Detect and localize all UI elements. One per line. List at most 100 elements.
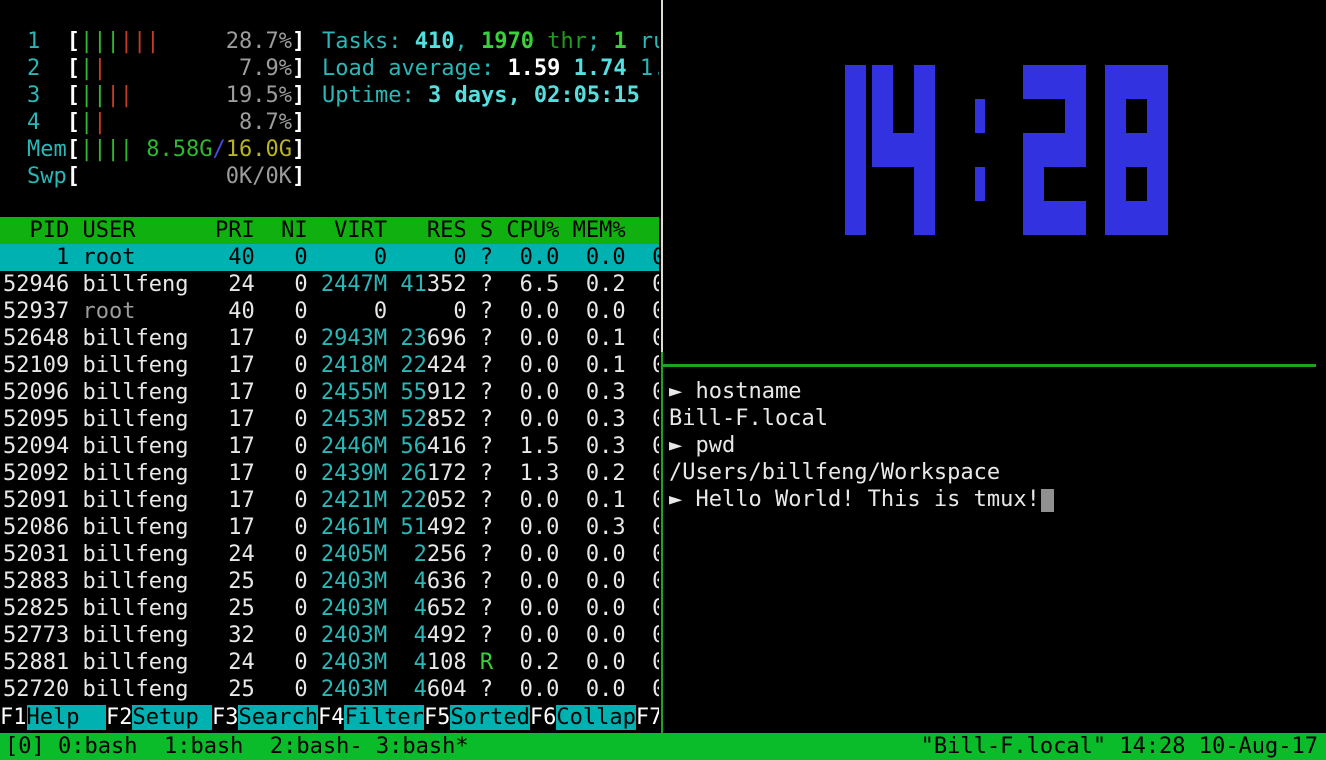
clock-segment [975, 99, 985, 133]
process-row-52096[interactable]: 52096 billfeng 17 0 2455M 55912 ? 0.0 0.… [3, 380, 659, 405]
cpu-meter-3: 3 [|||| 19.5%] [27, 83, 306, 108]
process-row-52773[interactable]: 52773 billfeng 32 0 2403M 4492 ? 0.0 0.0… [3, 623, 659, 648]
process-row-52648[interactable]: 52648 billfeng 17 0 2943M 23696 ? 0.0 0.… [3, 326, 659, 351]
virt-cell: 2403M [320, 569, 388, 594]
function-key-bar: F1Help F2Setup F3SearchF4FilterF5SortedF… [0, 704, 659, 731]
cpu-bar-green: | [80, 56, 94, 81]
clock-segment [1126, 65, 1147, 99]
pid-cell: 52092 [3, 461, 83, 486]
memory-meter: Mem[|||| 8.58G/16.0G] [27, 137, 306, 162]
fkey-f6-collap[interactable]: F6Collap [529, 705, 636, 730]
virt-cell: 2439M [320, 461, 388, 486]
clock-segment [893, 133, 914, 167]
clock-segment [975, 167, 985, 201]
clock-segment [1044, 133, 1065, 167]
process-row-52946[interactable]: 52946 billfeng 24 0 2447M 41352 ? 6.5 0.… [3, 272, 659, 297]
process-table: PID USER PRI NI VIRT RES S CPU% MEM% T 1… [0, 217, 659, 703]
res-cell-low: 912 [426, 380, 467, 405]
res-cell-high: 4 [413, 623, 427, 648]
running-count: 1 [613, 29, 627, 54]
clock-segment [1044, 201, 1065, 235]
process-table-header[interactable]: PID USER PRI NI VIRT RES S CPU% MEM% T [0, 217, 659, 244]
fkey-f4-filter[interactable]: F4Filter [317, 705, 424, 730]
terminal-line-3: /Users/billfeng/Workspace [669, 459, 1326, 486]
res-cell-high: 22 [400, 353, 427, 378]
state-cell: ? [479, 380, 494, 405]
state-cell: ? [479, 407, 494, 432]
res-cell-low: 492 [426, 623, 467, 648]
fkey-f2-setup[interactable]: F2Setup [105, 705, 212, 730]
clock-segment [872, 133, 893, 167]
process-row-52091[interactable]: 52091 billfeng 17 0 2421M 22052 ? 0.0 0.… [3, 488, 659, 513]
process-row-52095[interactable]: 52095 billfeng 17 0 2453M 52852 ? 0.0 0.… [3, 407, 659, 432]
command-text: Hello World! This is tmux! [682, 487, 1040, 512]
cpu-memory-meters: 1 [|||||| 28.7%] 2 [|| 7.9%] 3 [|||| 19.5%… [27, 28, 305, 190]
fkey-f5-sorted[interactable]: F5Sorted [423, 705, 530, 730]
process-row-52109[interactable]: 52109 billfeng 17 0 2418M 22424 ? 0.0 0.… [3, 353, 659, 378]
process-row-1[interactable]: 1 root 40 0 0 0 ? 0.0 0.0 0: [0, 244, 659, 271]
mem-bar-green: |||| [80, 137, 133, 162]
clock-segment [1147, 201, 1168, 235]
res-cell-high: 2 [413, 542, 427, 567]
tmux-window-list: [0] 0:bash 1:bash 2:bash- 3:bash* [5, 733, 469, 760]
terminal-pane[interactable]: ► hostname Bill-F.local ► pwd/Users/billfe… [665, 368, 1326, 733]
process-row-52094[interactable]: 52094 billfeng 17 0 2446M 56416 ? 1.5 0.… [3, 434, 659, 459]
tasks-load-uptime: Tasks: 410, 1970 thr; 1 ruLoad average: … [322, 28, 659, 109]
clock-segment [1044, 65, 1065, 99]
htop-pane[interactable]: 1 [|||||| 28.7%] 2 [|| 7.9%] 3 [|||| 19.5%… [0, 0, 659, 733]
process-row-52937[interactable]: 52937 root 40 0 0 0 ? 0.0 0.0 0: [3, 299, 659, 324]
process-row-52883[interactable]: 52883 billfeng 25 0 2403M 4636 ? 0.0 0.0… [3, 569, 659, 594]
clock-segment [1147, 167, 1168, 201]
cursor [1040, 489, 1054, 512]
prompt-icon: ► [669, 379, 683, 404]
user-cell: root [82, 245, 202, 270]
pid-cell: 52883 [3, 569, 83, 594]
tmux-window-0[interactable]: 0:bash [57, 734, 151, 759]
process-row-52825[interactable]: 52825 billfeng 25 0 2403M 4652 ? 0.0 0.0… [3, 596, 659, 621]
process-row-52031[interactable]: 52031 billfeng 24 0 2405M 2256 ? 0.0 0.0… [3, 542, 659, 567]
clock-segment [845, 167, 866, 201]
state-cell: ? [479, 299, 494, 324]
res-cell-high: 56 [400, 434, 427, 459]
tmux-window-1[interactable]: 1:bash [163, 734, 257, 759]
output-text: /Users/billfeng/Workspace [669, 460, 1001, 485]
tmux-window-2[interactable]: 2:bash- [269, 734, 363, 759]
clock-segment [1065, 133, 1086, 167]
state-cell: ? [479, 542, 494, 567]
tasks-line: Tasks: 410, 1970 thr; 1 ru [322, 29, 659, 54]
fkey-f1-help[interactable]: F1Help [0, 705, 106, 730]
user-cell: billfeng [82, 650, 202, 675]
process-row-52881[interactable]: 52881 billfeng 24 0 2403M 4108 R 0.2 0.0… [3, 650, 659, 675]
user-cell: billfeng [82, 461, 202, 486]
user-cell: billfeng [82, 380, 202, 405]
terminal-line-4: ► Hello World! This is tmux! [669, 486, 1326, 513]
cpu-bar-red: | [93, 56, 107, 81]
user-cell: billfeng [82, 623, 202, 648]
process-row-52086[interactable]: 52086 billfeng 17 0 2461M 51492 ? 0.0 0.… [3, 515, 659, 540]
fkey-f7-n[interactable]: F7N [635, 705, 659, 730]
uptime-line: Uptime: 3 days, 02:05:15 [322, 83, 640, 108]
process-row-52092[interactable]: 52092 billfeng 17 0 2439M 26172 ? 1.3 0.… [3, 461, 659, 486]
pid-cell: 52648 [3, 326, 83, 351]
res-cell-high: 26 [400, 461, 427, 486]
tmux-window-3[interactable]: 3:bash* [375, 734, 469, 759]
clock-segment [845, 99, 866, 133]
user-cell: billfeng [82, 353, 202, 378]
user-cell: billfeng [82, 677, 202, 702]
output-text: Bill-F.local [669, 406, 828, 431]
pid-cell: 52937 [3, 299, 83, 324]
res-cell-low: 492 [426, 515, 467, 540]
fkey-f3-search[interactable]: F3Search [211, 705, 318, 730]
state-cell: ? [479, 677, 494, 702]
virt-cell: 2421M [320, 488, 388, 513]
res-cell-high: 4 [413, 677, 427, 702]
state-cell: ? [479, 272, 494, 297]
clock-segment [1147, 65, 1168, 99]
pid-cell: 52881 [3, 650, 83, 675]
tty-clock-pane[interactable] [663, 0, 1326, 364]
clock-segment [914, 99, 935, 133]
process-row-52720[interactable]: 52720 billfeng 25 0 2403M 4604 ? 0.0 0.0… [3, 677, 659, 702]
clock-segment [1126, 133, 1147, 167]
res-cell-high: 41 [400, 272, 427, 297]
clock-segment [1147, 99, 1168, 133]
